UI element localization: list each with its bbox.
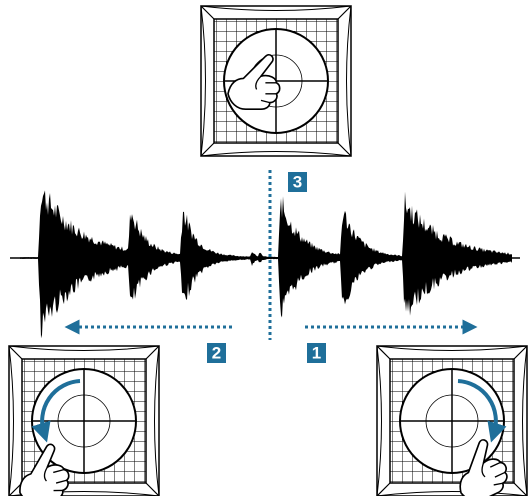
left-device (8, 345, 160, 496)
step-label: 1 (312, 344, 321, 363)
waveform (20, 190, 512, 339)
top-device (200, 5, 352, 157)
right-device (376, 345, 528, 496)
step-label: 3 (293, 173, 302, 192)
step-label: 2 (212, 344, 221, 363)
step-badge: 2 (207, 343, 226, 363)
step-badge: 1 (307, 343, 326, 363)
step-badge: 3 (288, 172, 307, 192)
